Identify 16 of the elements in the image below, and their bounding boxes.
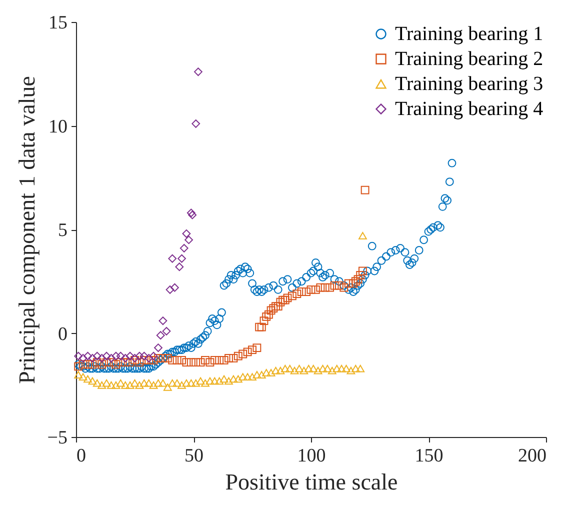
legend-label: Training bearing 3: [395, 73, 544, 95]
y-tick-label: 10: [48, 116, 68, 138]
y-tick-label: 0: [58, 324, 68, 345]
x-tick-label: 150: [414, 446, 444, 466]
x-tick-label: 0: [76, 446, 86, 466]
y-tick-label: 15: [48, 12, 68, 34]
legend-label: Training bearing 1: [395, 23, 544, 45]
x-axis-title: Positive time scale: [225, 470, 398, 494]
y-tick-label: 5: [58, 220, 68, 241]
x-tick-label: 100: [297, 446, 326, 466]
y-axis-title: Principal component 1 data value: [14, 76, 40, 384]
legend-label: Training bearing 2: [395, 48, 544, 70]
y-tick-label: −5: [47, 428, 68, 448]
x-tick-label: 200: [518, 446, 546, 466]
legend-label: Training bearing 4: [395, 98, 544, 120]
x-tick-label: 50: [184, 446, 204, 466]
